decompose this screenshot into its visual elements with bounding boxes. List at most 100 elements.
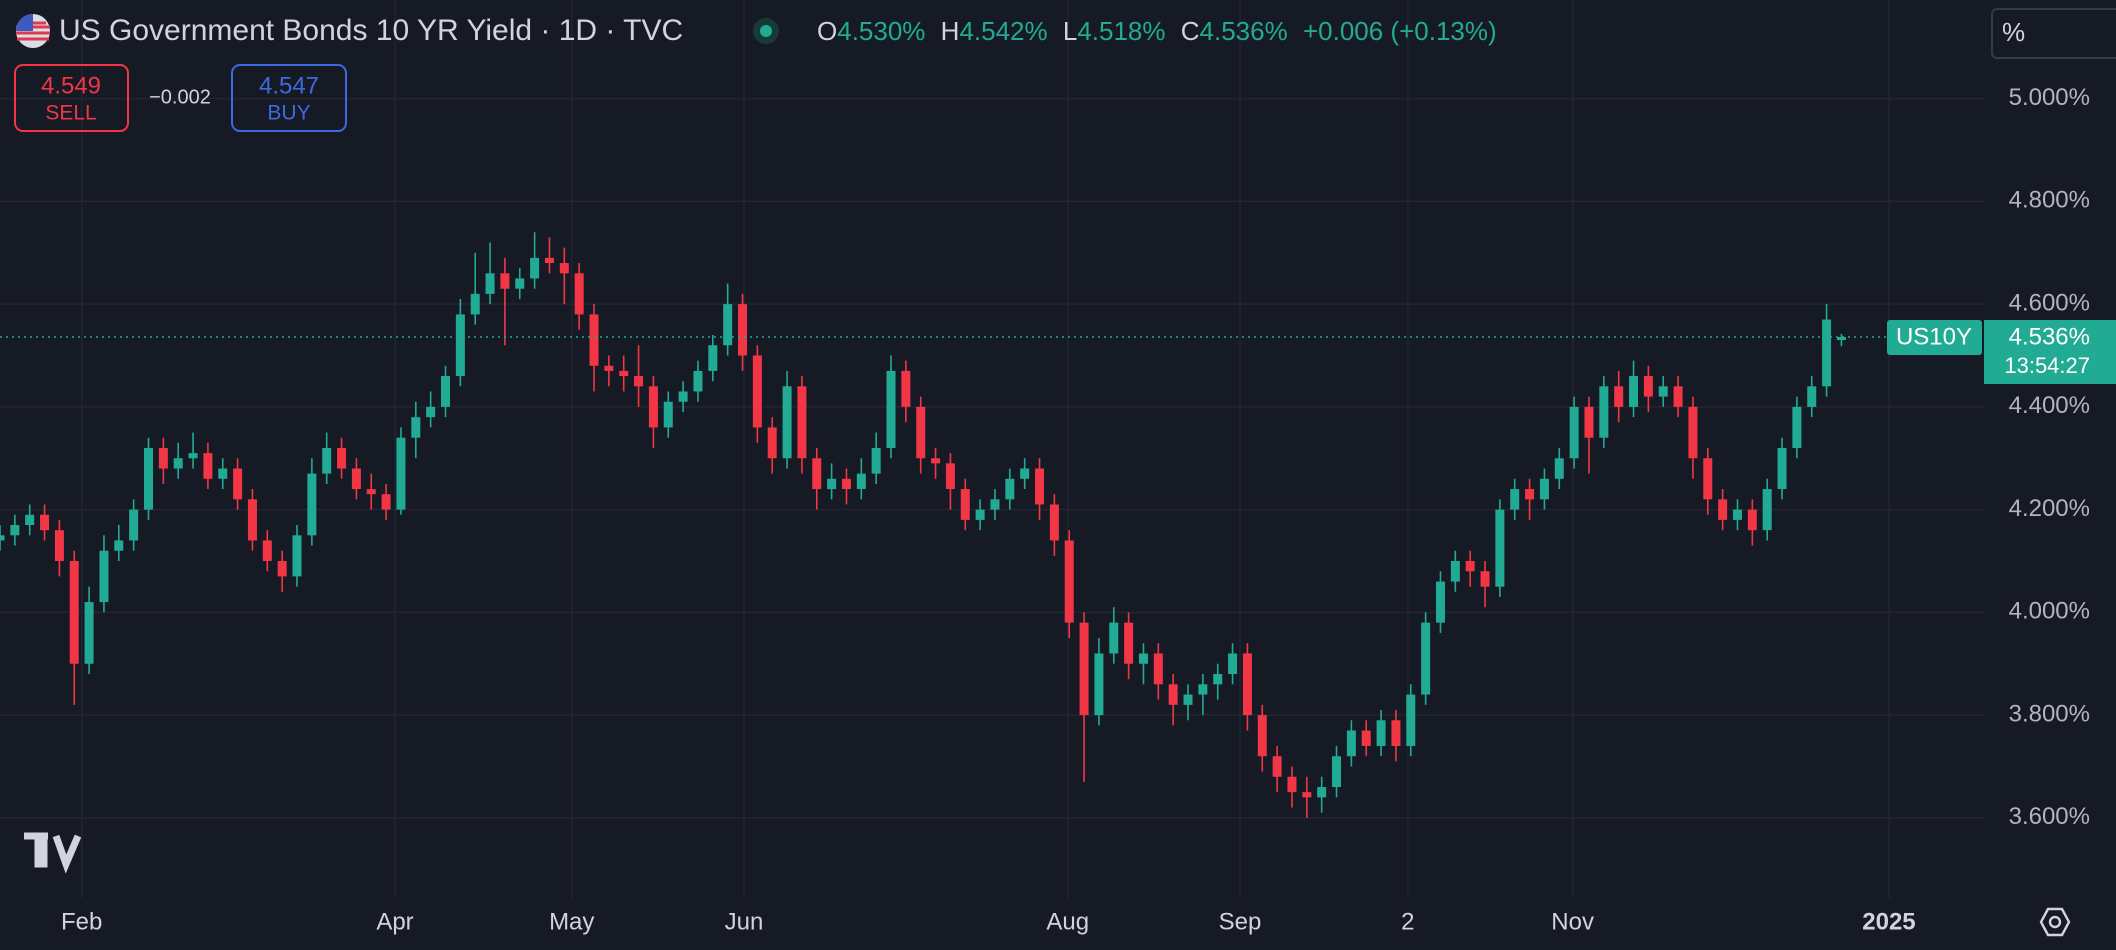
candle-body xyxy=(1614,386,1624,407)
candle-body xyxy=(1525,489,1535,500)
candle-body xyxy=(411,417,421,438)
candle-body xyxy=(693,370,703,392)
candle-body xyxy=(886,370,896,448)
candle-body xyxy=(619,370,629,377)
candle-body xyxy=(574,273,584,315)
candle-body xyxy=(381,494,391,510)
x-tick-label: 2 xyxy=(1401,908,1414,935)
sell-label: SELL xyxy=(45,102,96,125)
candle-body xyxy=(812,458,822,490)
last-price-tag xyxy=(1984,320,2116,385)
candle-body xyxy=(634,376,644,387)
candle-body xyxy=(1124,622,1134,664)
candle-body xyxy=(1718,499,1728,520)
sell-price: 4.549 xyxy=(41,72,101,99)
candle-body xyxy=(1287,776,1297,793)
candle-body xyxy=(396,437,406,510)
candle-body xyxy=(530,257,540,279)
countdown: 13:54:27 xyxy=(2004,353,2090,378)
status-dot xyxy=(760,25,772,37)
candle-body xyxy=(1792,406,1802,448)
candle-body xyxy=(1480,571,1490,587)
candle-body xyxy=(841,478,851,490)
candle-body xyxy=(782,386,792,459)
candle-body xyxy=(1302,792,1312,798)
candle-body xyxy=(233,468,243,500)
candle-body xyxy=(1153,653,1163,685)
candle-body xyxy=(426,406,436,418)
candle-body xyxy=(1673,386,1683,407)
candle-body xyxy=(322,447,332,474)
candle-body xyxy=(158,447,168,469)
candle-body xyxy=(1450,560,1460,582)
y-tick-label: 3.600% xyxy=(2009,803,2090,830)
readout-key: H xyxy=(941,16,960,46)
candle-body xyxy=(1332,756,1342,788)
candle-body xyxy=(1406,694,1416,746)
candle-body xyxy=(1569,406,1579,459)
y-tick-label: 4.800% xyxy=(2009,187,2090,214)
candle-body xyxy=(1435,581,1445,623)
candle-body xyxy=(515,278,525,289)
readout-key: L xyxy=(1063,16,1077,46)
candles: US10Y 4.536% 13:54:27 xyxy=(0,232,2116,818)
readout-value: 4.536% xyxy=(1200,16,1288,46)
candle-body xyxy=(1094,653,1104,716)
candle-body xyxy=(1807,386,1817,407)
x-tick-label: May xyxy=(549,908,594,935)
buy-button[interactable] xyxy=(231,64,347,132)
candle-body xyxy=(366,489,376,495)
overlay: US Government Bonds 10 YR Yield · 1D · T… xyxy=(14,8,2116,937)
readout-key: O xyxy=(817,16,837,46)
candle-body xyxy=(1064,540,1074,623)
scale-mode-box[interactable] xyxy=(1991,8,2116,59)
candle-body xyxy=(648,386,658,428)
candle-body xyxy=(559,263,569,274)
candle-body xyxy=(173,458,183,469)
candle-body xyxy=(54,530,64,561)
candle-body xyxy=(1361,730,1371,746)
candle-body xyxy=(144,447,154,510)
candle-body xyxy=(69,560,79,664)
flag-canton xyxy=(16,14,33,31)
scale-mode: % xyxy=(2002,17,2025,47)
candle-body xyxy=(1643,376,1653,397)
candle-body xyxy=(931,458,941,464)
candle-body xyxy=(975,509,985,520)
candle-body xyxy=(292,535,302,577)
sell-button[interactable] xyxy=(14,64,129,132)
candle-body xyxy=(99,550,109,603)
candle-body xyxy=(25,514,35,526)
candle-body xyxy=(1213,674,1223,685)
candle-body xyxy=(500,273,510,289)
x-tick-label: 2025 xyxy=(1862,908,1915,935)
candle-body xyxy=(723,304,733,346)
candle-body xyxy=(1421,622,1431,695)
candle-body xyxy=(1584,406,1594,438)
candle-body xyxy=(1777,447,1787,490)
candle-body xyxy=(441,376,451,407)
candle-body xyxy=(114,540,124,551)
candle-body xyxy=(945,463,955,490)
candle-body xyxy=(1762,489,1772,531)
candle-body xyxy=(1138,653,1148,664)
candle-body xyxy=(708,345,718,371)
candle-body xyxy=(40,514,50,531)
candle-body xyxy=(856,473,866,490)
candle-body xyxy=(1168,684,1178,705)
candle-body xyxy=(1376,720,1386,746)
candle-body xyxy=(960,489,970,520)
settings-icon[interactable] xyxy=(2039,907,2071,937)
readout-change: +0.006 (+0.13%) xyxy=(1303,16,1497,46)
candle-body xyxy=(1747,509,1757,531)
candle-body xyxy=(797,386,807,459)
y-tick-label: 4.000% xyxy=(2009,598,2090,625)
candle-body xyxy=(1005,478,1015,500)
candle-body xyxy=(1228,653,1238,675)
candle-body xyxy=(589,314,599,366)
candle-body xyxy=(1020,468,1030,479)
candle-body xyxy=(1272,756,1282,777)
readout-value: 4.518% xyxy=(1077,16,1165,46)
candle-body xyxy=(10,525,20,536)
